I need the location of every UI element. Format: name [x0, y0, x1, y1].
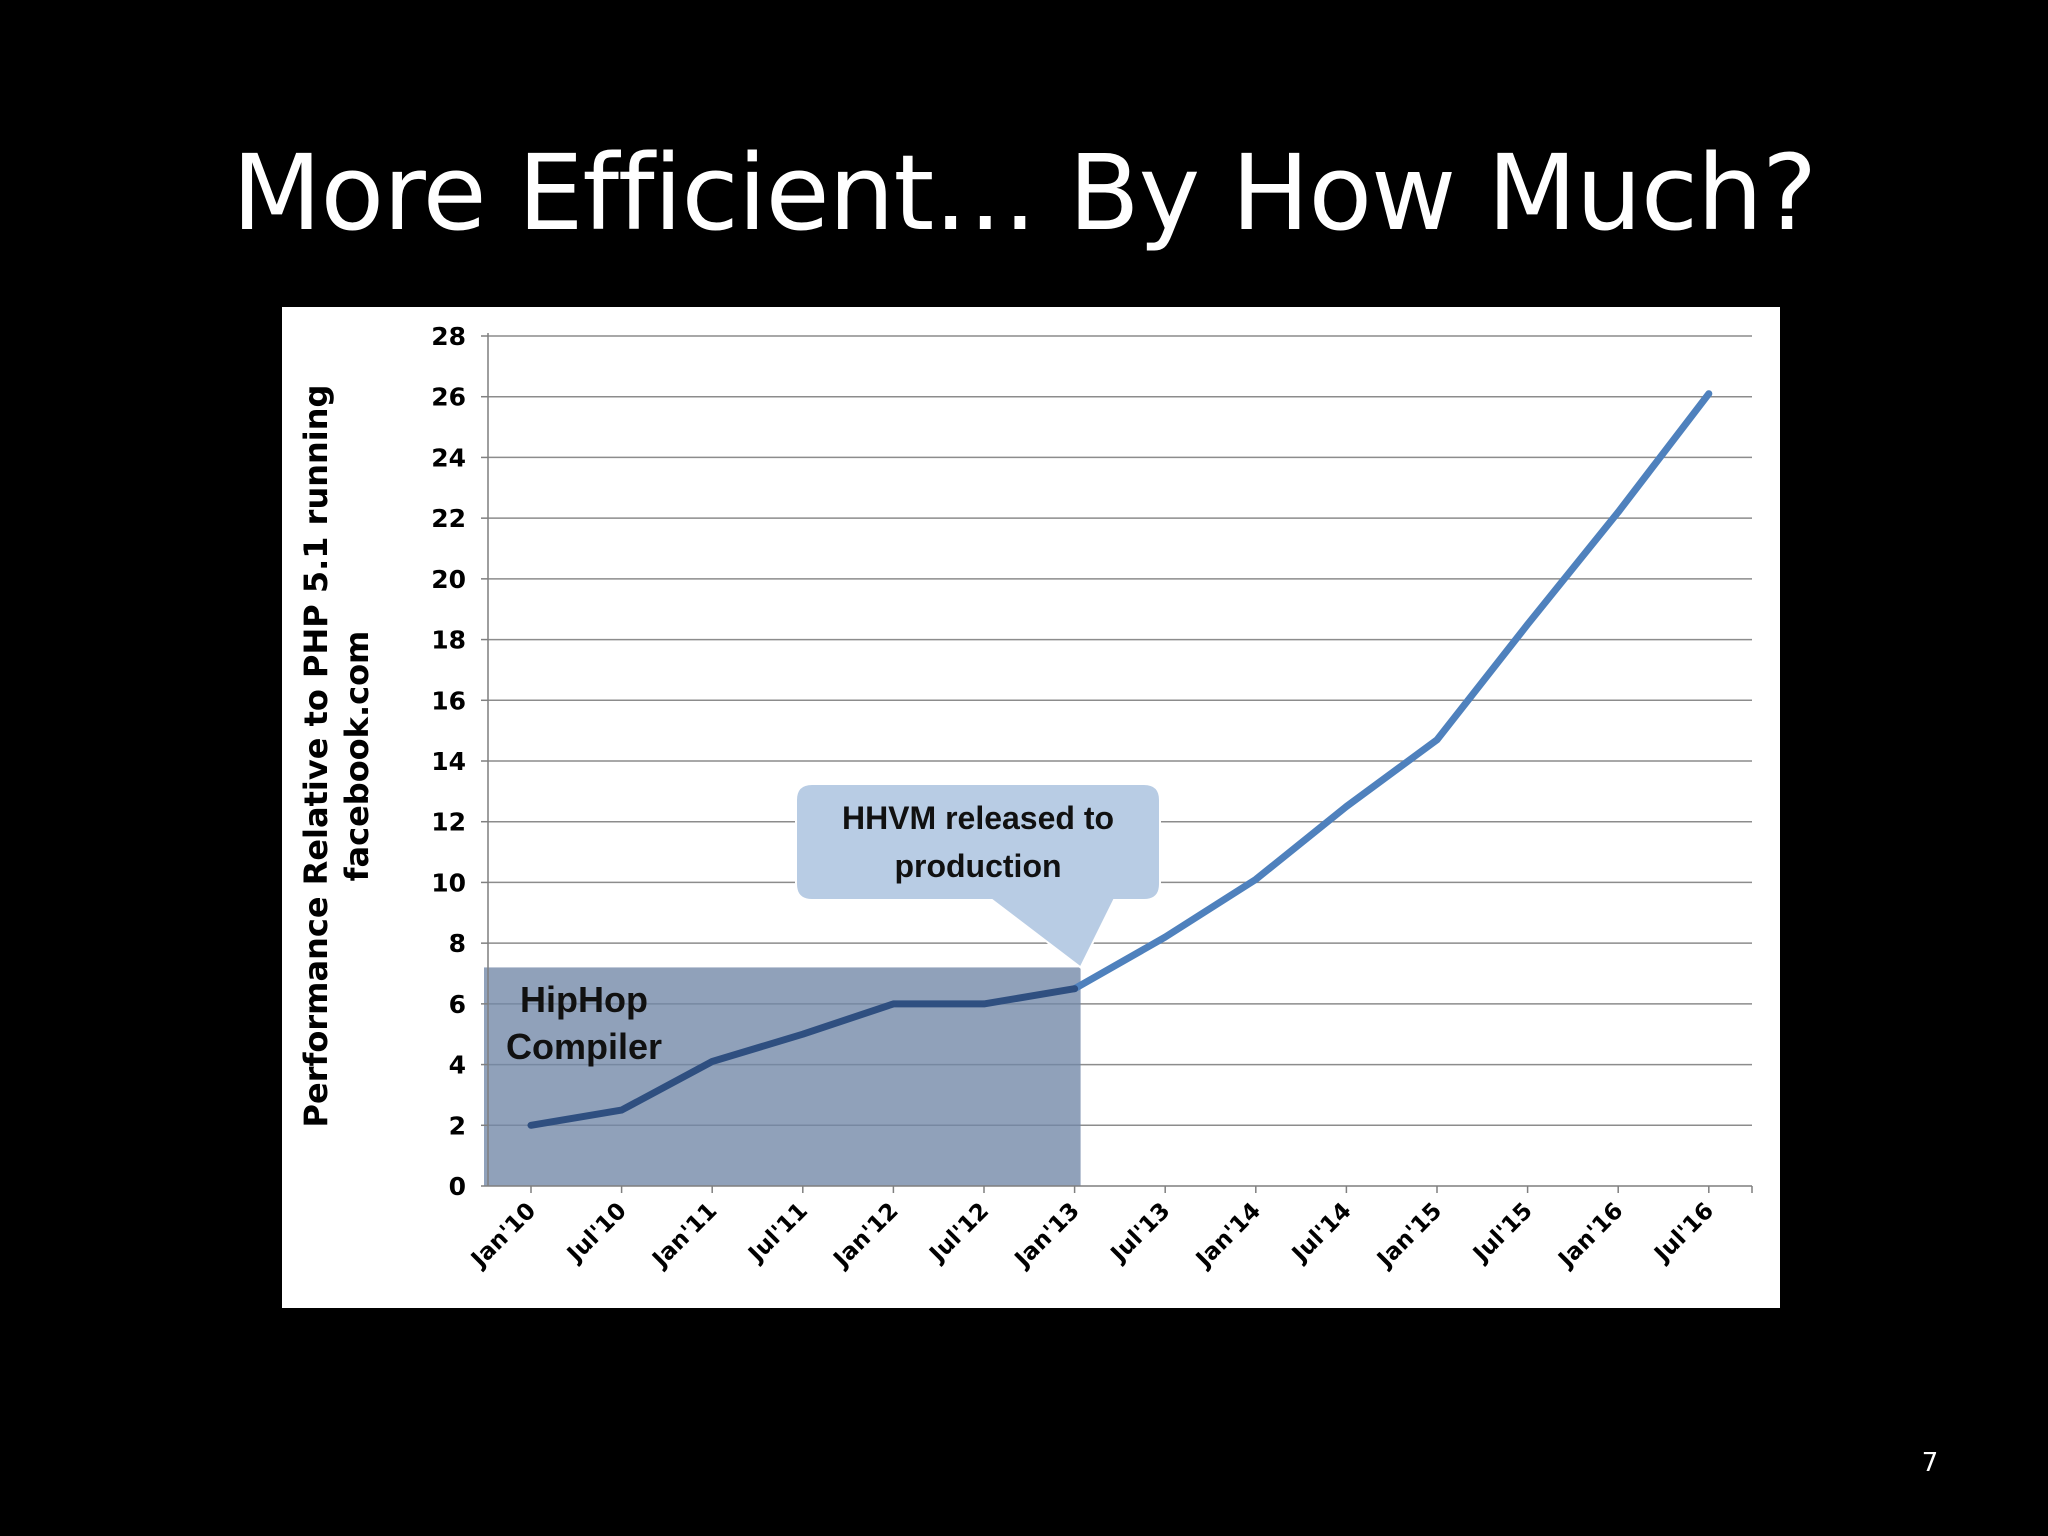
y-axis-label-line-1: Performance Relative to PHP 5.1 running: [297, 385, 335, 1128]
x-tick-label: Jul'13: [1105, 1198, 1176, 1269]
x-tick-label: Jul'11: [742, 1198, 813, 1269]
data-point: [980, 1000, 988, 1008]
data-point: [1343, 803, 1350, 810]
x-tick-label: Jul'15: [1467, 1198, 1538, 1269]
y-tick-label: 0: [449, 1172, 466, 1201]
x-tick-label: Jan'13: [1009, 1198, 1085, 1274]
chart-frame: 0 2 4 6 8 10 12 14 16 18 20 22 24 26 28 Jan'10 Jul'10 Jan…: [282, 307, 1780, 1308]
y-tick-label: 20: [431, 565, 466, 594]
data-point: [799, 1031, 806, 1038]
x-tick-label: Jul'10: [561, 1198, 632, 1269]
x-tick-label: Jan'16: [1552, 1198, 1628, 1274]
y-tick-label: 24: [431, 443, 466, 472]
x-tick-label: Jan'15: [1371, 1198, 1447, 1274]
y-tick-label: 18: [431, 626, 466, 655]
slide-title: More Efficient… By How Much?: [231, 132, 1817, 254]
data-point: [1162, 933, 1169, 941]
data-point: [1252, 876, 1259, 883]
hhvm-callout-layer: HHVM released to production: [795, 783, 1161, 969]
y-tick-label: 14: [431, 747, 466, 776]
y-tick-label: 28: [431, 322, 466, 351]
series-layer: [527, 390, 1713, 1129]
hhvm-callout-bubble: [795, 783, 1161, 969]
data-point: [709, 1058, 716, 1065]
x-tick-label: Jan'11: [646, 1198, 722, 1274]
data-point: [1433, 736, 1441, 743]
series-line-hhvm: [1071, 390, 1713, 993]
x-tick-label: Jul'14: [1286, 1198, 1357, 1269]
y-tick-label: 26: [431, 383, 466, 412]
y-tick-label: 10: [431, 868, 466, 897]
hhvm-callout-line-1: HHVM released to: [842, 800, 1114, 836]
data-point: [1615, 508, 1622, 516]
data-point: [527, 1122, 535, 1129]
y-tick-label: 8: [449, 929, 466, 958]
data-point: [1705, 390, 1713, 397]
x-tick-label: Jan'10: [465, 1198, 541, 1274]
y-tick-label: 6: [449, 990, 466, 1019]
hhvm-callout-line-2: production: [894, 848, 1061, 884]
data-point: [1071, 985, 1078, 992]
x-tick-label: Jan'14: [1190, 1198, 1266, 1274]
x-tick-label: Jul'16: [1648, 1198, 1719, 1269]
hiphop-label-line-1: HipHop: [520, 979, 648, 1020]
y-tick-label: 22: [431, 504, 466, 533]
y-tick-label: 16: [431, 686, 466, 715]
axes: [481, 333, 1753, 1193]
x-tick-label: Jan'12: [828, 1198, 904, 1274]
page-number: 7: [1921, 1448, 1939, 1478]
y-axis-label-line-2: facebook.com: [338, 631, 376, 882]
data-point: [890, 1000, 897, 1008]
data-point: [1524, 621, 1531, 628]
y-tick-label: 12: [431, 808, 466, 837]
data-point: [618, 1106, 625, 1114]
hiphop-label-line-2: Compiler: [506, 1026, 662, 1067]
x-tick-label: Jul'12: [924, 1198, 995, 1269]
y-tick-label: 4: [449, 1051, 466, 1080]
y-tick-label: 2: [449, 1111, 466, 1140]
